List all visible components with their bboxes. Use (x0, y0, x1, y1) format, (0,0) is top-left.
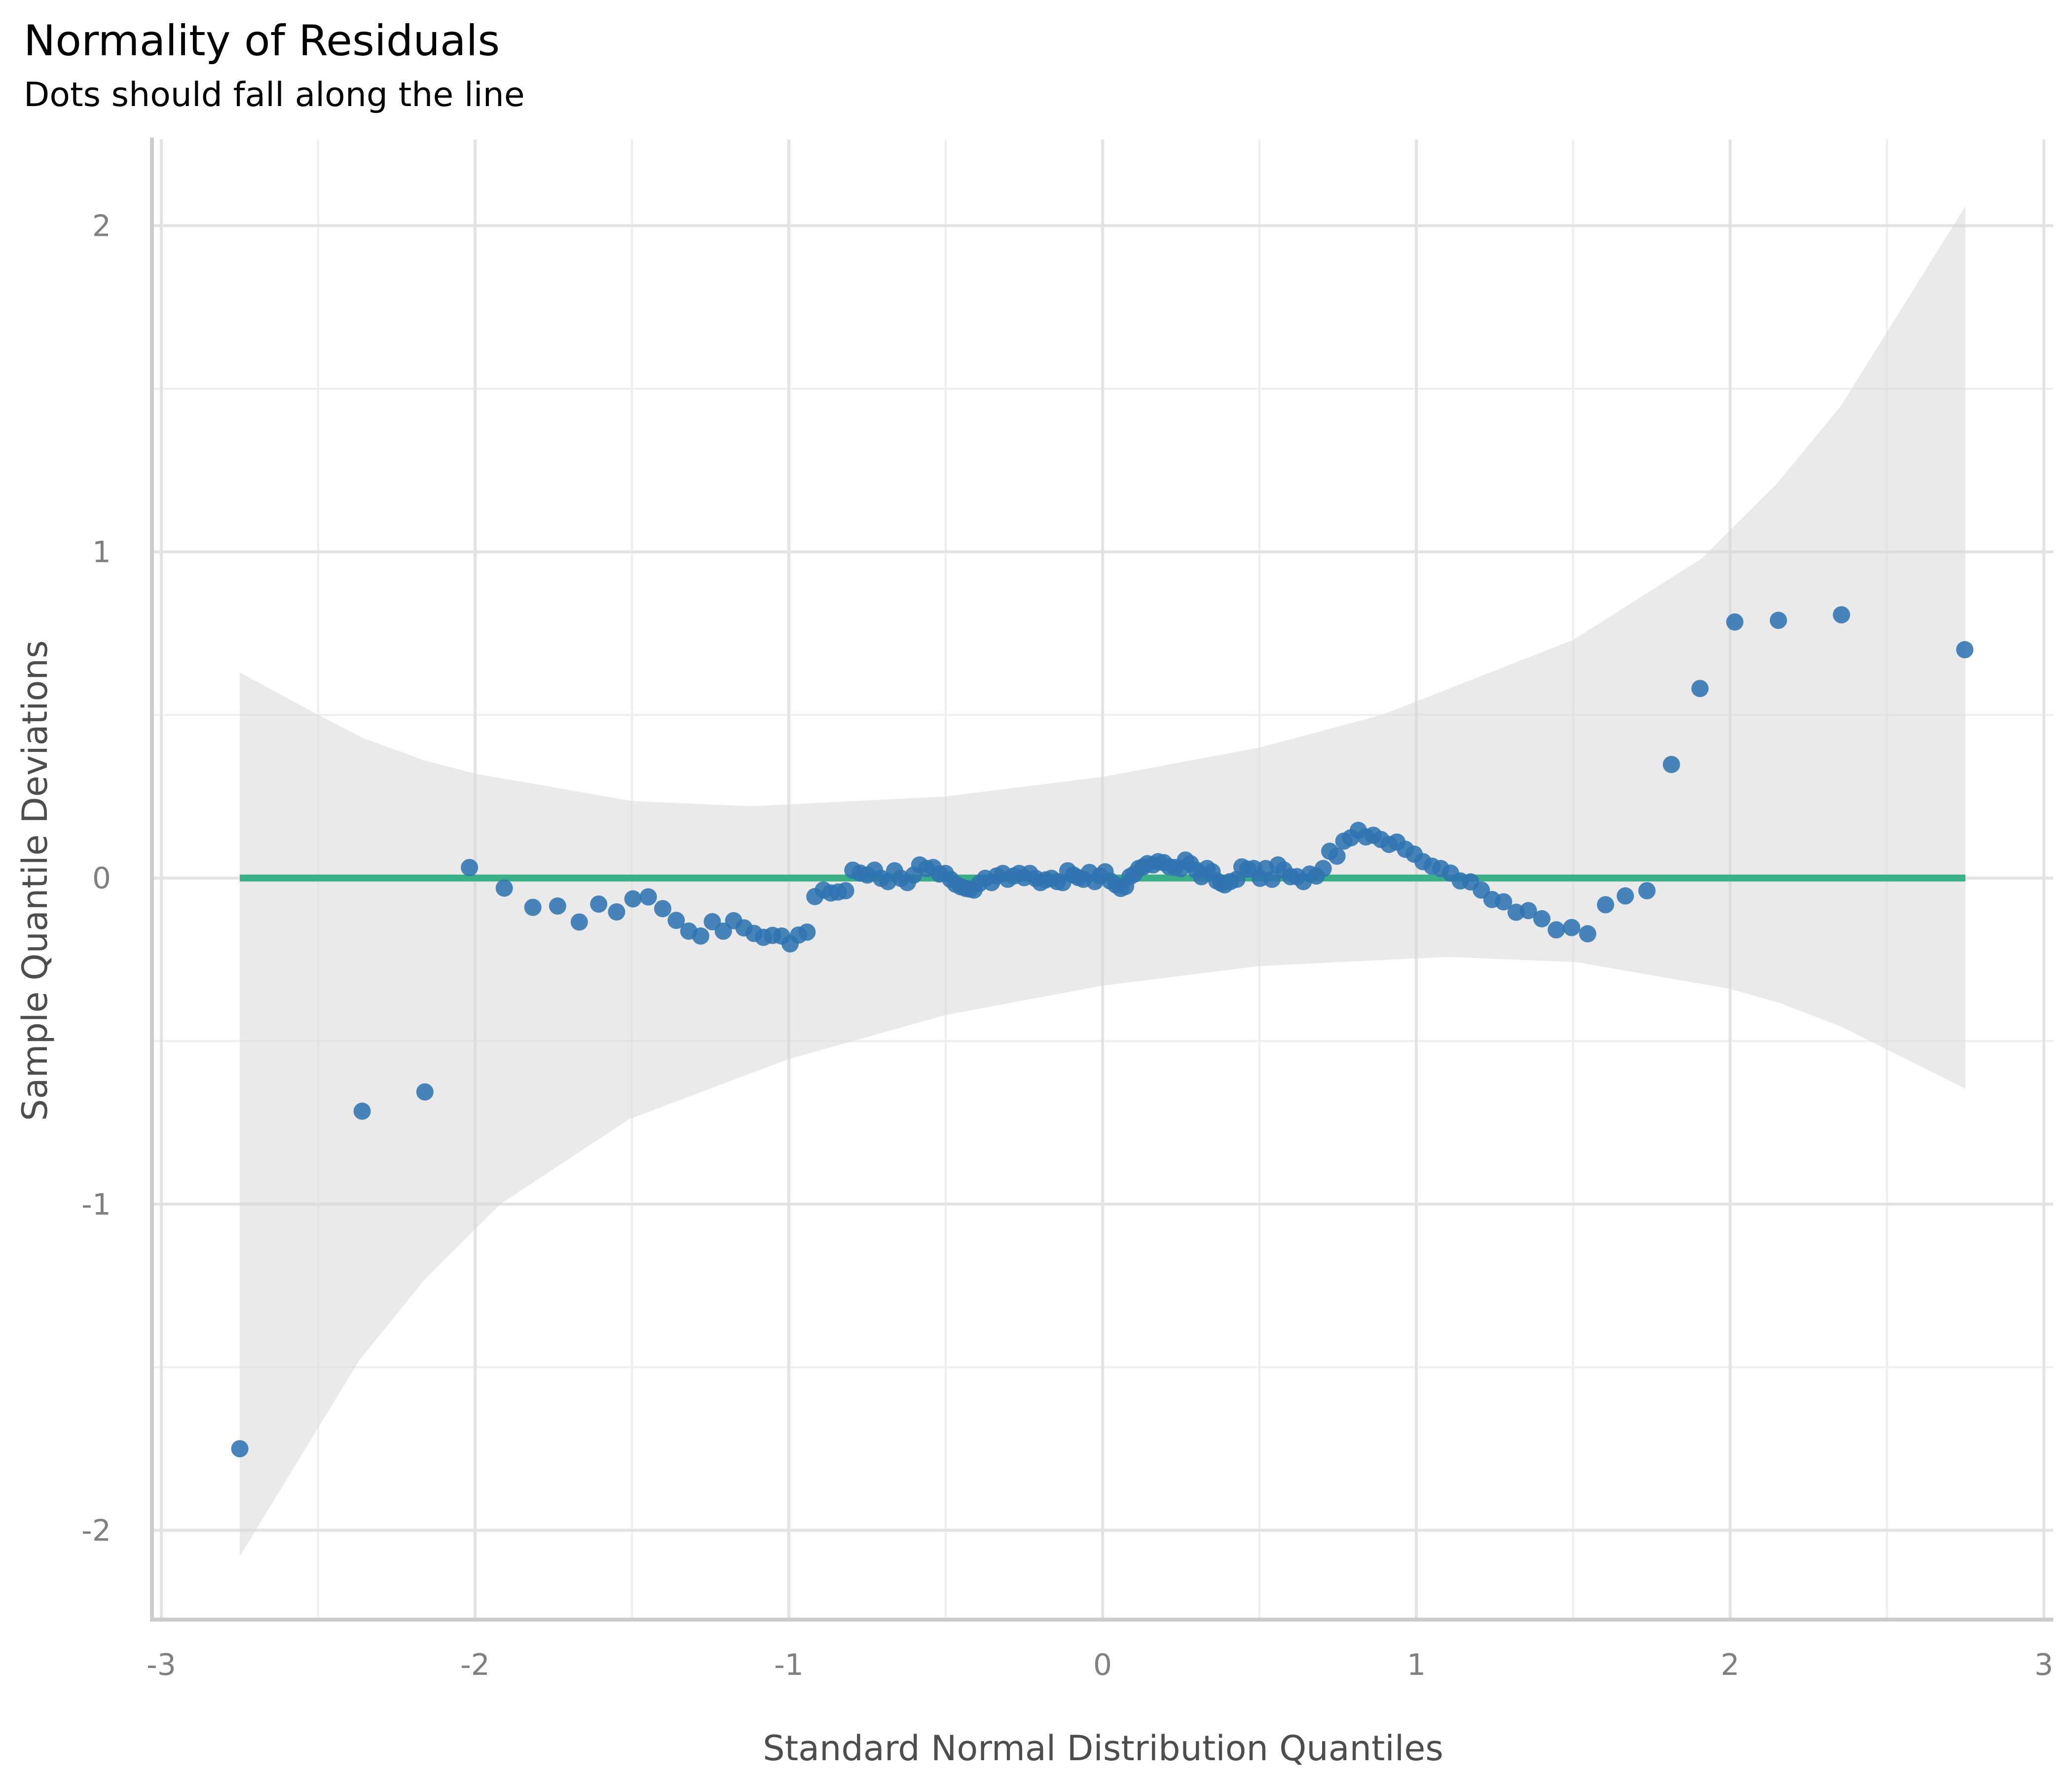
data-point (639, 888, 657, 906)
data-point (1726, 613, 1743, 631)
data-point (549, 897, 566, 915)
data-point (1495, 893, 1513, 911)
data-point (1833, 606, 1850, 624)
x-tick-label: -3 (147, 1648, 176, 1682)
data-point (1638, 882, 1656, 899)
data-point (1663, 756, 1680, 774)
x-tick-label: 2 (1721, 1648, 1739, 1682)
data-point (416, 1083, 434, 1101)
data-point (624, 890, 642, 908)
x-tick-labels: -3 -2 -1 0 1 2 3 (147, 1648, 2053, 1682)
data-point (837, 882, 854, 899)
x-axis-title: Standard Normal Distribution Quantiles (763, 1728, 1443, 1769)
data-point (798, 923, 816, 941)
y-tick-label: 2 (92, 209, 111, 243)
data-points (231, 606, 1974, 1458)
y-tick-label: -2 (81, 1514, 111, 1548)
data-point (524, 898, 542, 916)
data-point (1519, 902, 1537, 920)
data-point (667, 912, 685, 929)
data-point (692, 927, 709, 945)
y-tick-label: -1 (81, 1187, 111, 1222)
data-point (1263, 870, 1281, 888)
data-point (461, 859, 479, 877)
data-point (654, 900, 671, 918)
data-point (1770, 611, 1787, 629)
data-point (1548, 921, 1565, 939)
x-tick-label: 1 (1407, 1648, 1426, 1682)
y-tick-labels: -2 -1 0 1 2 (81, 209, 111, 1548)
x-tick-label: -1 (774, 1648, 804, 1682)
data-point (1617, 887, 1634, 905)
data-point (1328, 847, 1346, 865)
data-point (1563, 919, 1581, 936)
data-point (1314, 860, 1332, 878)
data-point (570, 913, 588, 931)
y-tick-label: 0 (92, 861, 111, 896)
x-tick-label: -2 (460, 1648, 490, 1682)
data-point (353, 1102, 371, 1120)
y-axis-title: Sample Quantile Deviations (15, 640, 55, 1121)
chart-title: Normality of Residuals (24, 16, 500, 66)
data-point (1579, 925, 1596, 943)
data-point (590, 895, 608, 913)
data-point (495, 879, 513, 897)
data-point (608, 903, 626, 921)
data-point (1956, 641, 1974, 659)
x-tick-label: 0 (1093, 1648, 1112, 1682)
y-tick-label: 1 (92, 535, 111, 570)
data-point (1596, 896, 1614, 914)
data-point (1533, 910, 1551, 927)
data-point (231, 1440, 249, 1458)
x-tick-label: 3 (2035, 1648, 2053, 1682)
chart-subtitle: Dots should fall along the line (24, 75, 525, 114)
data-point (1691, 680, 1709, 698)
